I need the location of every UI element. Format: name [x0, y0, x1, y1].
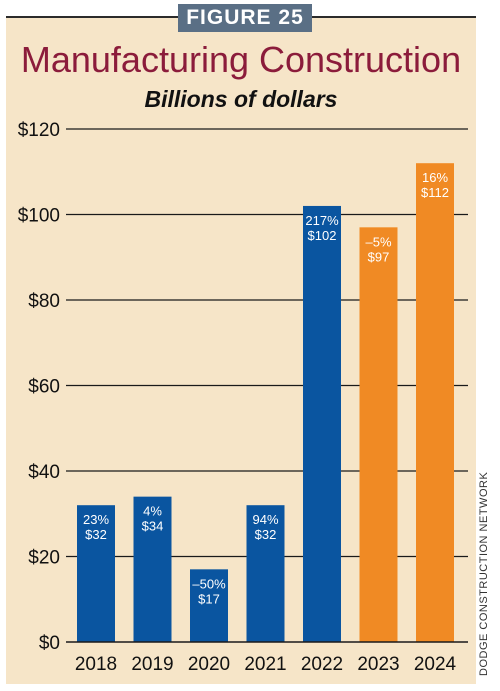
y-tick-label: $80 — [28, 291, 60, 312]
y-tick-label: $40 — [28, 462, 60, 483]
bar — [359, 227, 398, 642]
data-label-pct: –5% — [365, 234, 391, 249]
chart-title: Manufacturing Construction — [20, 39, 462, 80]
x-tick-label: 2019 — [131, 654, 173, 675]
x-tick-label: 2018 — [75, 654, 117, 675]
x-tick-label: 2021 — [244, 654, 286, 675]
data-label-pct: 23% — [83, 512, 109, 527]
bar — [416, 163, 454, 642]
x-tick-label: 2023 — [357, 654, 399, 675]
data-label-pct: –50% — [192, 576, 226, 591]
source-credit: DODGE CONSTRUCTION NETWORK — [478, 471, 490, 676]
data-label-pct: 94% — [252, 512, 278, 527]
chart-subtitle: Billions of dollars — [144, 86, 338, 112]
y-tick-label: $100 — [18, 206, 60, 227]
y-tick-label: $60 — [28, 377, 60, 398]
figure-badge: FIGURE 25 — [178, 4, 312, 32]
data-label-pct: 4% — [143, 504, 162, 519]
x-tick-label: 2022 — [301, 654, 343, 675]
x-tick-label: 2020 — [188, 654, 230, 675]
y-tick-label: $20 — [28, 548, 60, 569]
x-tick-label: 2024 — [414, 654, 457, 675]
bar — [246, 505, 285, 642]
bar — [303, 205, 341, 642]
bar — [190, 569, 228, 642]
data-label-value: $102 — [308, 228, 337, 243]
data-label-value: $112 — [421, 185, 449, 200]
data-label-value: $32 — [85, 527, 107, 542]
data-label-value: $32 — [255, 527, 277, 542]
bar — [77, 505, 115, 642]
data-label-pct: 16% — [422, 170, 448, 185]
data-label-value: $17 — [198, 591, 220, 606]
y-tick-label: $0 — [39, 633, 60, 654]
data-label-value: $34 — [142, 519, 164, 534]
bar — [133, 496, 172, 642]
data-label-pct: 217% — [305, 213, 339, 228]
y-tick-label: $120 — [18, 120, 60, 141]
data-label-value: $97 — [368, 249, 390, 264]
